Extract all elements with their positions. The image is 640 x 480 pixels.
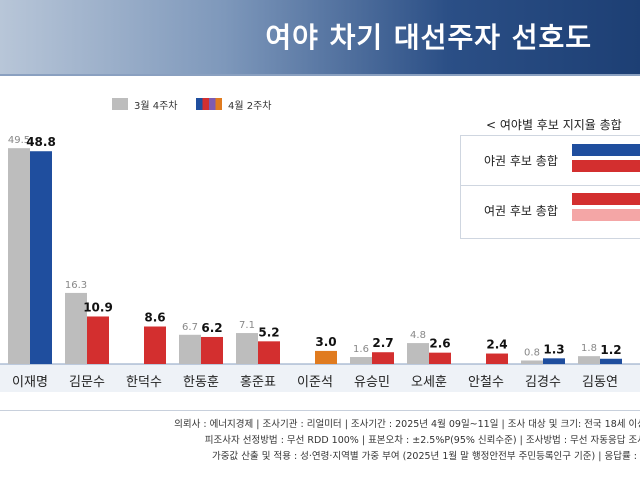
label-curr-10: 1.2 (600, 343, 621, 357)
category-label-8: 안철수 (468, 375, 504, 390)
label-prev-0: 49.5 (8, 135, 30, 146)
inset-bar-opposition-1 (572, 144, 640, 156)
legend-prev-label: 3월 4주차 (134, 100, 178, 112)
axis-band (0, 364, 640, 392)
category-label-1: 김문수 (69, 375, 105, 390)
bar-prev-3 (179, 334, 201, 364)
footer-notes: 의뢰사 : 에너지경제 | 조사기관 : 리얼미터 | 조사기간 : 2025년… (0, 412, 640, 472)
legend-prev: 3월 4주차 (112, 96, 178, 112)
category-label-9: 김경수 (525, 375, 561, 390)
bar-curr-4 (258, 341, 280, 364)
bar-curr-1 (87, 316, 109, 364)
bar-curr-0 (30, 151, 52, 364)
bar-curr-2 (144, 326, 166, 364)
label-curr-0: 48.8 (26, 135, 56, 149)
label-prev-10: 1.8 (581, 343, 597, 354)
footer-line-3: 가중값 산출 및 적용 : 성·연령·지역별 가중 부여 (2025년 1월 말… (211, 451, 640, 462)
bar-curr-8 (486, 353, 508, 364)
inset-bar-ruling-1 (572, 193, 640, 205)
category-label-6: 유승민 (354, 375, 390, 390)
label-prev-6: 1.6 (353, 344, 369, 355)
label-curr-1: 10.9 (83, 300, 113, 314)
bar-curr-5 (315, 350, 337, 364)
category-label-10: 김동연 (582, 375, 618, 390)
inset-row-opposition-label: 야권 후보 총합 (484, 154, 558, 168)
label-curr-5: 3.0 (315, 335, 336, 349)
label-curr-4: 5.2 (258, 325, 279, 339)
bar-curr-10 (600, 358, 622, 364)
category-label-0: 이재명 (12, 375, 48, 390)
label-curr-2: 8.6 (144, 311, 165, 325)
label-prev-3: 6.7 (182, 322, 198, 333)
header-divider (0, 74, 640, 76)
footer-divider (0, 410, 640, 411)
label-curr-7: 2.6 (429, 337, 450, 351)
bar-curr-6 (372, 352, 394, 364)
label-prev-9: 0.8 (524, 348, 540, 359)
inset-row-ruling-label: 여권 후보 총합 (484, 204, 558, 218)
category-label-4: 홍준표 (240, 375, 276, 390)
category-label-2: 한덕수 (126, 375, 162, 390)
page-title: 여야 차기 대선주자 선호도 (265, 21, 592, 54)
inset-divider (460, 185, 640, 186)
legend-curr-label: 4월 2주차 (228, 100, 272, 112)
bar-curr-3 (201, 336, 223, 364)
footer-line-1: 의뢰사 : 에너지경제 | 조사기관 : 리얼미터 | 조사기간 : 2025년… (174, 419, 640, 430)
label-curr-3: 6.2 (201, 321, 222, 335)
label-prev-4: 7.1 (239, 320, 255, 331)
bar-curr-7 (429, 352, 451, 364)
legend-multi-swatch (196, 98, 222, 110)
bar-prev-9 (521, 360, 543, 364)
label-curr-8: 2.4 (486, 338, 507, 352)
bar-curr-9 (543, 358, 565, 364)
label-prev-1: 16.3 (65, 280, 87, 291)
inset-title: < 여야별 후보 지지율 총합 (486, 118, 622, 132)
label-prev-7: 4.8 (410, 330, 426, 341)
category-label-3: 한동훈 (183, 375, 219, 390)
bar-prev-0 (8, 148, 30, 364)
category-label-7: 오세훈 (411, 375, 447, 390)
label-curr-9: 1.3 (543, 342, 564, 356)
category-label-5: 이준석 (297, 375, 333, 390)
footer-line-2: 피조사자 선정방법 : 무선 RDD 100% | 표본오차 : ±2.5%P(… (204, 435, 640, 446)
header-banner: 여야 차기 대선주자 선호도 (0, 0, 640, 74)
bar-prev-7 (407, 343, 429, 364)
inset-bar-ruling-2 (572, 209, 640, 221)
bar-prev-10 (578, 356, 600, 364)
inset-bar-opposition-2 (572, 160, 640, 172)
bar-prev-4 (236, 333, 258, 364)
label-curr-6: 2.7 (372, 336, 393, 350)
legend-curr: 4월 2주차 (196, 96, 272, 112)
bar-prev-6 (350, 357, 372, 364)
bar-prev-1 (65, 292, 87, 364)
bar-chart: 49.548.8 이재명 16.3 10.9 김문수 8.6 한덕수 6.7 6.2 한동훈 7.1… (0, 135, 640, 392)
legend-gray-swatch (112, 98, 128, 110)
